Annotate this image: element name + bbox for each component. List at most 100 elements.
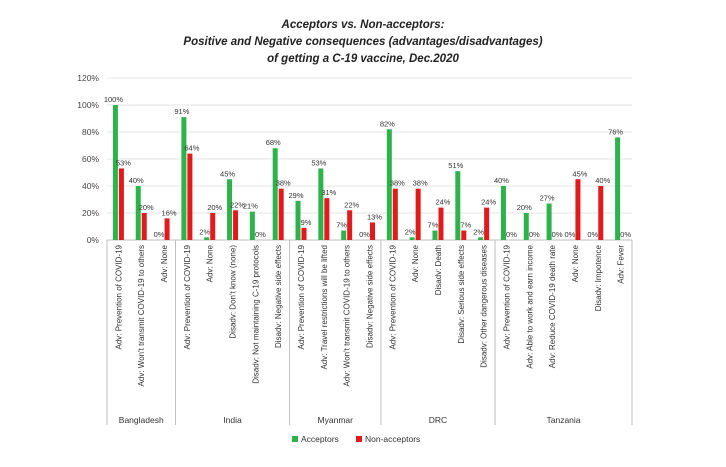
data-label: 100%	[104, 95, 124, 104]
data-label: 13%	[367, 212, 382, 221]
bar-non-acceptors	[118, 168, 124, 240]
bar-acceptors	[546, 203, 552, 240]
category-label: Disadv: Death	[434, 245, 443, 295]
category-label: Adv: None	[160, 244, 169, 282]
group-label: DRC	[429, 415, 447, 425]
bar-acceptors	[341, 230, 347, 240]
data-label: 7%	[460, 221, 471, 230]
data-label: 82%	[380, 119, 395, 128]
bar-non-acceptors	[598, 186, 604, 240]
chart-title-line-1: Acceptors vs. Non-acceptors:	[281, 19, 445, 31]
category-label: Disadv: Other dangerous diseases	[480, 245, 489, 368]
category-label: Disadv: Serious side effects	[457, 245, 466, 344]
data-label: 68%	[266, 138, 281, 147]
data-label: 64%	[184, 144, 199, 153]
category-label: Adv: Able to work and earn income	[525, 244, 534, 368]
legend-swatch-acceptors	[292, 436, 298, 442]
bar-acceptors	[318, 168, 324, 240]
legend: Acceptors Non-acceptors	[292, 434, 420, 444]
bar-acceptors	[386, 129, 392, 240]
bar-non-acceptors	[575, 179, 581, 240]
data-label: 2%	[473, 227, 484, 236]
data-label: 76%	[608, 127, 623, 136]
group-label: Myanmar	[318, 415, 354, 425]
bar-non-acceptors	[347, 210, 353, 240]
data-label: 7%	[336, 221, 347, 230]
bar-acceptors	[523, 213, 529, 240]
category-label: Adv: None	[206, 244, 215, 282]
bar-acceptors	[615, 137, 621, 240]
group-label: India	[223, 415, 242, 425]
y-tick-label: 40%	[82, 181, 99, 191]
bar-non-acceptors	[484, 207, 490, 240]
y-tick-label: 100%	[77, 100, 99, 110]
data-label: 53%	[116, 158, 131, 167]
bar-non-acceptors	[210, 213, 216, 240]
category-label: Adv: Prevention of COVID-19	[297, 244, 306, 349]
data-label: 24%	[435, 198, 450, 207]
bar-acceptors	[112, 105, 118, 240]
category-label: Disadv: Don't know (none)	[229, 245, 238, 339]
data-label: 31%	[321, 188, 336, 197]
data-label: 20%	[139, 203, 154, 212]
bar-non-acceptors	[415, 188, 421, 240]
category-label: Adv: Won't transmit COVID-19 to others	[343, 245, 352, 386]
category-label: Adv: Prevention of COVID-19	[388, 244, 397, 349]
category-label: Adv: Prevention of COVID-19	[183, 244, 192, 349]
bar-acceptors	[227, 179, 233, 240]
chart-title-line-2: Positive and Negative consequences (adva…	[183, 36, 542, 48]
category-label: Disadv: Negative side effects	[366, 245, 375, 348]
data-label: 53%	[311, 158, 326, 167]
data-label: 38%	[413, 179, 428, 188]
bar-acceptors	[409, 237, 415, 240]
bar-non-acceptors	[461, 230, 467, 240]
bar-non-acceptors	[370, 222, 375, 240]
group-label: Bangladesh	[119, 415, 164, 425]
data-label: 38%	[276, 179, 291, 188]
bar-acceptors	[181, 117, 187, 240]
data-label: 51%	[448, 161, 463, 170]
bar-non-acceptors	[392, 188, 398, 240]
category-label: Adv: Won't transmit COVID-19 to others	[137, 245, 146, 386]
bar-acceptors	[249, 211, 255, 240]
chart-title-line-3: of getting a C-19 vaccine, Dec.2020	[267, 53, 459, 65]
gridlines	[107, 77, 632, 241]
y-tick-label: 20%	[82, 208, 99, 218]
bar-non-acceptors	[324, 198, 330, 240]
data-label: 45%	[220, 169, 235, 178]
data-label: 0%	[359, 230, 370, 239]
data-label: 7%	[428, 221, 439, 230]
y-tick-label: 80%	[82, 127, 99, 137]
data-label: 40%	[129, 176, 144, 185]
bar-acceptors	[500, 186, 506, 240]
category-label: Adv: Reduce COVID-19 death rate	[548, 244, 557, 368]
data-label: 0%	[620, 230, 631, 239]
bar-non-acceptors	[187, 153, 193, 240]
y-tick-label: 120%	[77, 73, 99, 83]
data-label: 38%	[390, 179, 405, 188]
category-label: Adv: Fever	[617, 245, 626, 284]
category-label: Adv: Travel restrictions will be lifted	[320, 245, 329, 370]
bar-acceptors	[135, 186, 141, 240]
category-label: Adv: Prevention of COVID-19	[502, 244, 511, 349]
data-label: 27%	[540, 194, 555, 203]
category-label: Disadv: Impotence	[594, 244, 603, 311]
bar-non-acceptors	[164, 218, 170, 240]
data-label: 0%	[529, 230, 540, 239]
data-label: 24%	[481, 198, 496, 207]
bar-acceptors	[455, 171, 461, 240]
category-label: Adv: Prevention of COVID-19	[114, 244, 123, 349]
chart-title: Acceptors vs. Non-acceptors: Positive an…	[183, 19, 542, 65]
legend-label: Acceptors	[301, 434, 339, 444]
bar-acceptors	[432, 230, 438, 240]
data-label: 16%	[162, 208, 177, 217]
y-tick-label: 60%	[82, 154, 99, 164]
data-label: 22%	[344, 200, 359, 209]
data-label: 40%	[494, 176, 509, 185]
data-label: 0%	[565, 230, 576, 239]
data-label: 0%	[506, 230, 517, 239]
data-labels: 100%40%0%91%2%45%21%68%29%53%7%0%82%2%7%…	[104, 95, 632, 239]
data-label: 20%	[207, 203, 222, 212]
y-axis: 0% 20% 40% 60% 80% 100% 120%	[77, 73, 99, 245]
